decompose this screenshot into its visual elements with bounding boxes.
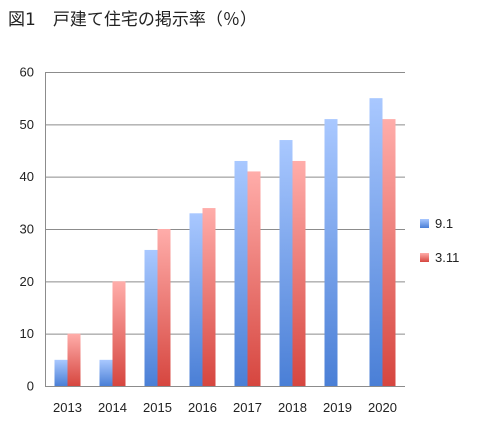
legend-label-9-1: 9.1 [435,216,453,231]
bar-series-9-1-2019 [324,119,338,386]
chart-title: 図1 戸建て住宅の掲示率（％） [8,10,257,30]
x-tick-label-2017: 2017 [233,400,262,415]
axes [45,72,405,387]
y-tick-label-10: 10 [20,326,34,341]
bar-series-3-11-2015 [157,229,171,386]
bar-series-9-1-2015 [144,249,158,386]
x-tick-label-2015: 2015 [143,400,172,415]
y-tick-label-20: 20 [20,274,34,289]
legend-label-3-11: 3.11 [435,250,459,265]
bar-series-3-11-2016 [202,208,216,386]
y-tick-label-40: 40 [20,169,34,184]
y-tick-label-50: 50 [20,117,34,132]
y-axis-ticks: 0 10 20 30 40 50 60 [20,65,34,394]
legend: 9.1 3.11 [420,216,459,265]
legend-swatch-3-11 [420,253,429,262]
bar-series-3-11-2020 [382,119,396,386]
bar-series-9-1-2014 [99,359,113,386]
legend-swatch-9-1 [420,219,429,228]
bar-series-3-11-2013 [67,333,81,386]
bar-series-9-1-2013 [54,359,68,386]
x-axis-ticks: 2013 2014 2015 2016 2017 2018 2019 2020 [53,400,397,415]
bar-series-9-1-2016 [189,213,203,386]
x-tick-label-2014: 2014 [98,400,127,415]
x-tick-label-2019: 2019 [323,400,352,415]
bar-series-3-11-2014 [112,281,126,386]
bar-series-3-11-2017 [247,171,261,386]
bar-series-3-11-2018 [292,160,306,386]
y-tick-label-30: 30 [20,222,34,237]
y-tick-label-0: 0 [27,379,34,394]
bar-series-9-1-2017 [234,160,248,386]
y-tick-label-60: 60 [20,65,34,80]
bar-series-9-1-2018 [279,140,293,386]
bar-series-9-1-2020 [369,98,383,387]
grid-lines [45,72,405,335]
x-tick-label-2016: 2016 [188,400,217,415]
bar-series [54,98,396,387]
x-tick-label-2018: 2018 [278,400,307,415]
x-tick-label-2020: 2020 [368,400,397,415]
x-tick-label-2013: 2013 [53,400,82,415]
